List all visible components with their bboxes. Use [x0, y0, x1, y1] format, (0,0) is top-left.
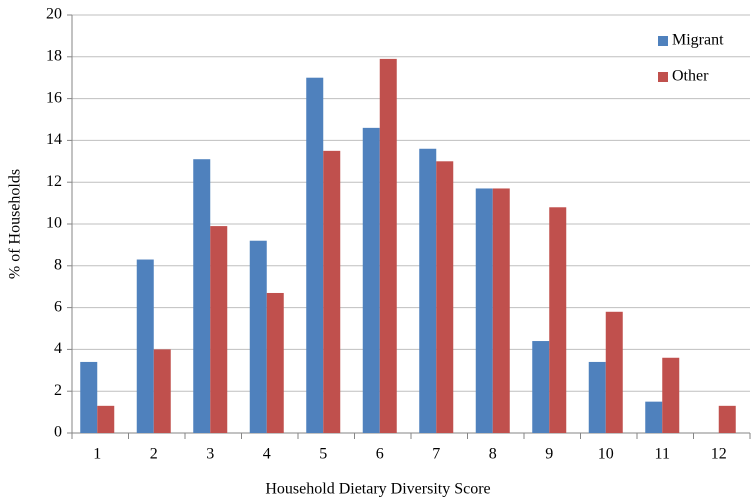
x-tick-label: 6 — [376, 446, 384, 463]
bar — [306, 77, 324, 433]
bar — [549, 207, 567, 433]
bar — [153, 349, 171, 433]
bar — [436, 161, 454, 434]
bar — [662, 357, 680, 433]
x-axis-label: Household Dietary Diversity Score — [265, 481, 490, 498]
y-tick-label: 20 — [46, 6, 62, 23]
x-tick-label: 8 — [489, 446, 497, 463]
x-tick-label: 2 — [150, 446, 158, 463]
bar — [193, 159, 211, 433]
y-tick-label: 4 — [54, 340, 62, 357]
y-tick-label: 14 — [46, 131, 62, 148]
x-tick-label: 7 — [432, 446, 440, 463]
legend-swatch — [658, 36, 668, 46]
bar — [136, 259, 154, 433]
x-tick-label: 1 — [93, 446, 101, 463]
bar — [475, 188, 493, 433]
bar — [419, 148, 437, 433]
y-tick-label: 10 — [46, 215, 62, 232]
y-tick-label: 2 — [54, 382, 62, 399]
bar — [97, 405, 115, 433]
bar — [588, 361, 606, 433]
bar — [80, 361, 98, 433]
y-tick-label: 12 — [46, 173, 62, 190]
bar — [718, 405, 736, 433]
bar — [492, 188, 510, 433]
bar — [362, 127, 380, 434]
bar — [645, 401, 663, 433]
bar — [249, 240, 267, 433]
bar — [379, 58, 397, 433]
legend-label: Other — [672, 68, 709, 85]
y-tick-label: 18 — [46, 47, 62, 64]
x-tick-label: 12 — [711, 446, 727, 463]
y-tick-label: 8 — [54, 256, 62, 273]
bar — [266, 292, 284, 433]
y-tick-label: 0 — [54, 424, 62, 441]
y-axis-label: % of Households — [7, 169, 24, 279]
bar — [323, 150, 341, 433]
bar — [605, 311, 623, 433]
x-tick-label: 11 — [655, 446, 670, 463]
legend-label: Migrant — [672, 32, 724, 49]
y-tick-label: 6 — [54, 298, 62, 315]
x-tick-label: 9 — [545, 446, 553, 463]
x-tick-label: 10 — [598, 446, 614, 463]
x-tick-label: 4 — [263, 446, 271, 463]
x-tick-label: 5 — [319, 446, 327, 463]
y-tick-label: 16 — [46, 89, 62, 106]
x-tick-label: 3 — [206, 446, 214, 463]
legend-swatch — [658, 72, 668, 82]
bar — [210, 226, 228, 433]
bar — [532, 341, 550, 433]
